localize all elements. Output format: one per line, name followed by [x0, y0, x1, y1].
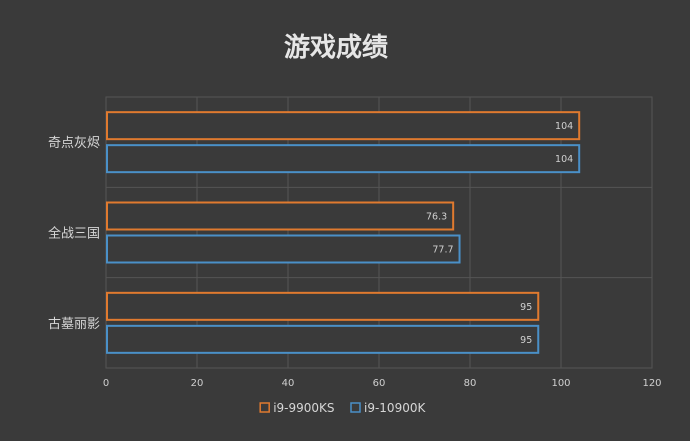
category-label: 全战三国 — [48, 226, 100, 242]
bar — [106, 111, 581, 141]
category-label: 古墓丽影 — [48, 317, 100, 332]
bar-layer: 104 104 76.3 77.7 95 95 — [106, 111, 581, 354]
grid-layer — [105, 96, 653, 369]
legend-label: i9-10900K — [364, 401, 426, 415]
data-label: 77.7 — [432, 245, 453, 256]
chart-title: 游戏成绩 — [284, 33, 388, 63]
x-tick-label: 80 — [464, 378, 477, 389]
x-tick-label: 100 — [551, 378, 570, 389]
x-tick-label: 20 — [191, 378, 204, 389]
data-label: 104 — [555, 154, 573, 165]
bar — [106, 291, 540, 321]
bar — [106, 324, 540, 354]
category-label: 奇点灰烬 — [48, 135, 100, 151]
bar — [106, 234, 461, 264]
bar — [106, 201, 455, 231]
x-tick-label: 40 — [282, 378, 295, 389]
data-label: 104 — [555, 121, 573, 132]
legend-label: i9-9900KS — [273, 401, 334, 415]
x-tick-label: 120 — [642, 378, 661, 389]
data-label: 95 — [520, 302, 532, 313]
x-tick-label: 0 — [103, 378, 109, 389]
x-tick-label: 60 — [373, 378, 386, 389]
bar — [106, 144, 581, 174]
data-label: 95 — [520, 335, 532, 346]
legend-swatch — [259, 402, 270, 413]
legend: i9-9900KS i9-10900K — [259, 401, 426, 415]
data-label: 76.3 — [426, 212, 447, 223]
legend-swatch — [350, 402, 361, 413]
